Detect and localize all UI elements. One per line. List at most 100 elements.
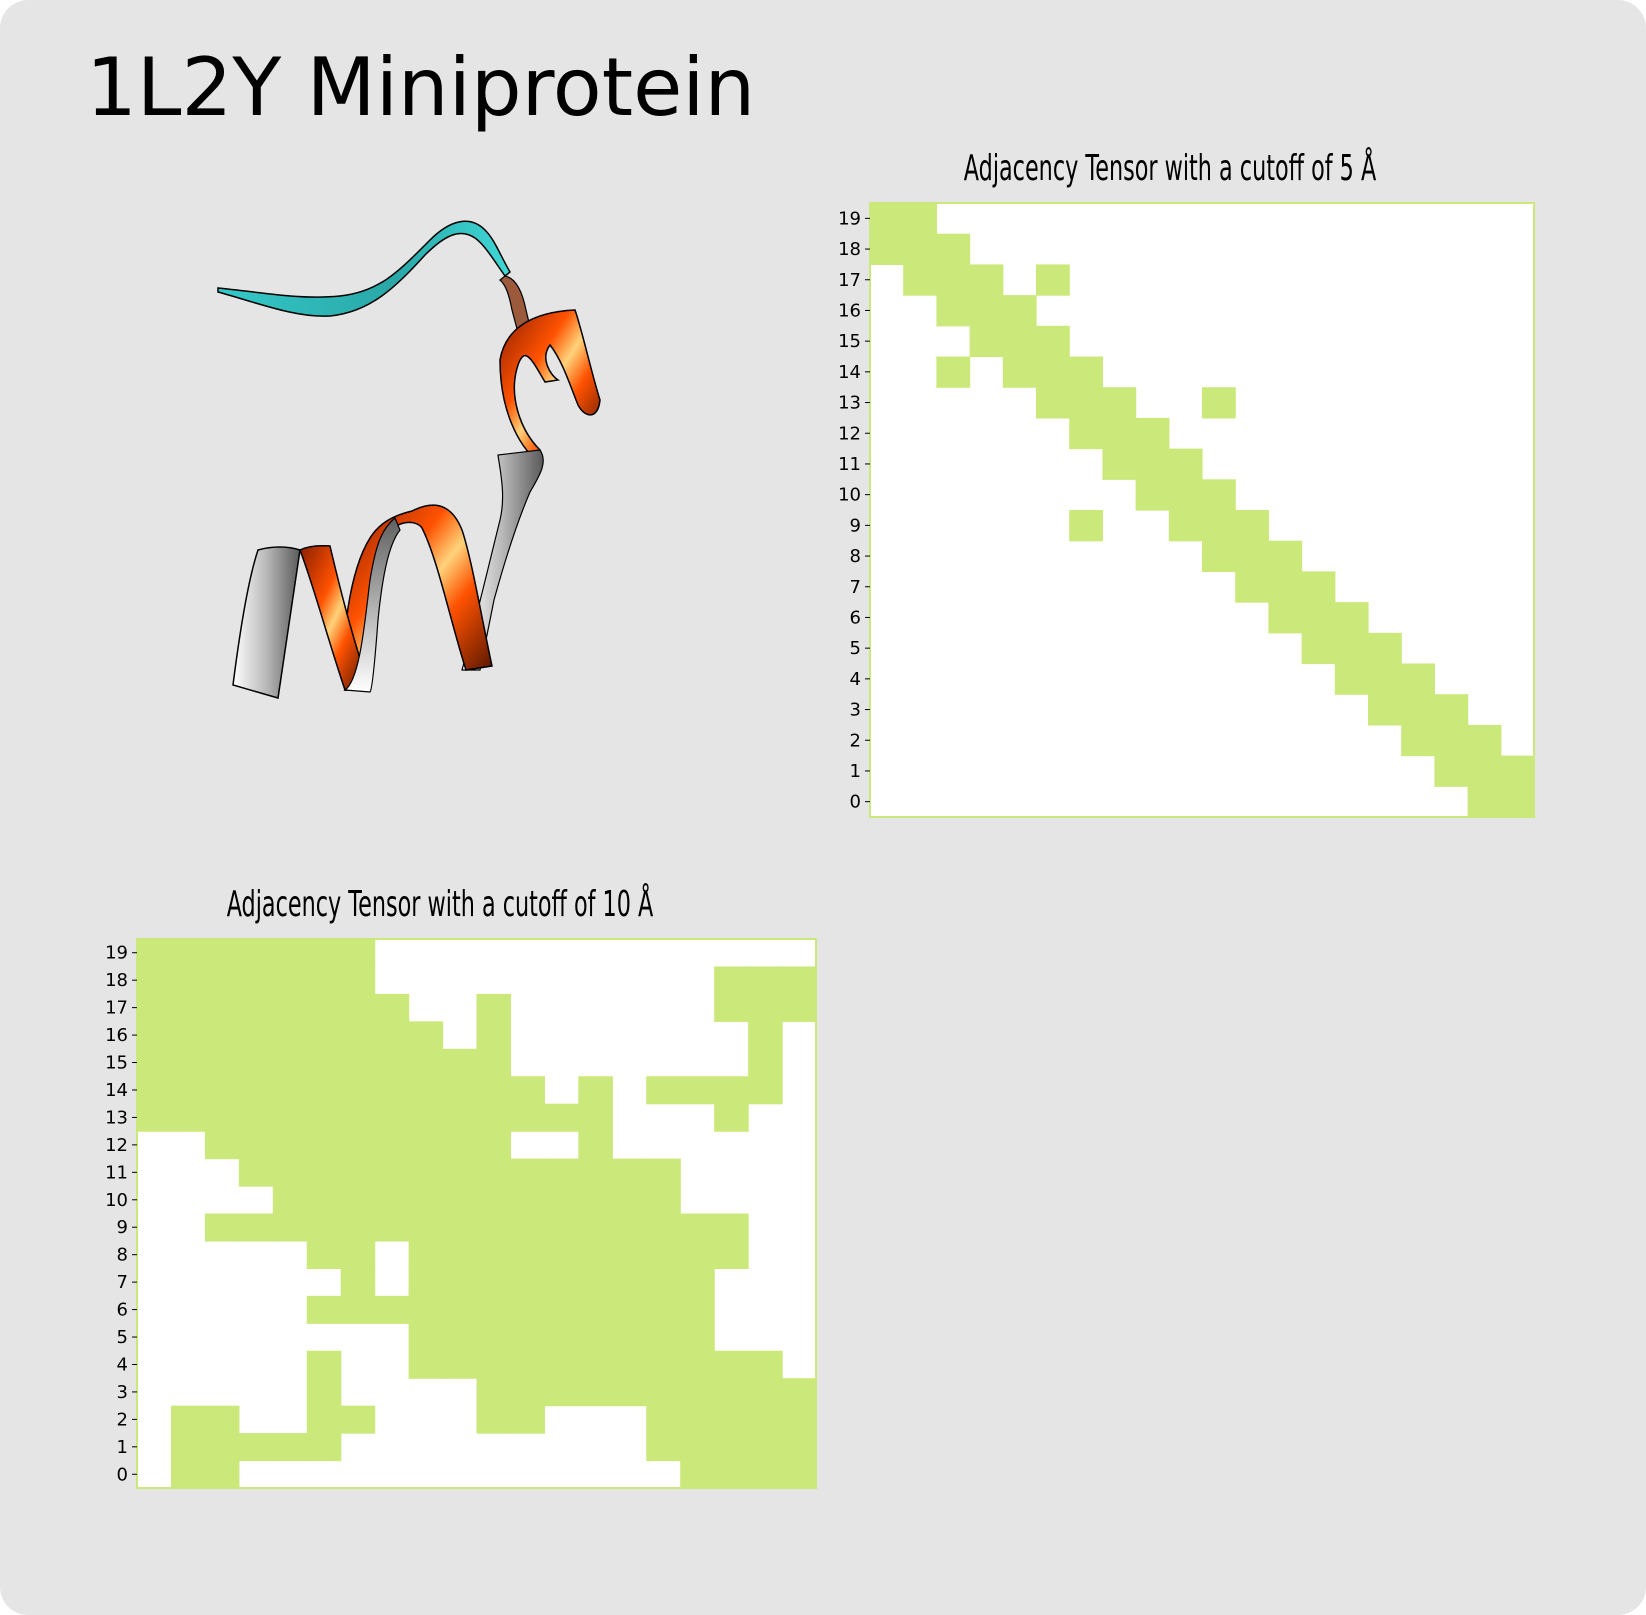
adjacency-cell-r0-c19	[782, 1460, 817, 1489]
y-tick-label-18: 18	[838, 239, 861, 260]
adjacency-cell-r4-c15	[1368, 663, 1402, 695]
adjacency-cell-r3-c10	[476, 1378, 512, 1407]
adjacency-cell-r2-c16	[680, 1405, 715, 1434]
y-tick-label-2: 2	[850, 730, 861, 751]
adjacency-cell-r14-c6	[1069, 356, 1103, 388]
adjacency-cell-r11-c6	[340, 1158, 376, 1187]
y-tick-label-2: 2	[117, 1409, 128, 1430]
adjacency-cell-r2-c5	[306, 1405, 342, 1434]
y-tick-label-13: 13	[838, 393, 861, 414]
adjacency-cell-r7-c9	[442, 1268, 478, 1297]
adjacency-cell-r14-c8	[408, 1076, 444, 1105]
adjacency-cell-r7-c12	[1268, 571, 1303, 603]
adjacency-cell-r14-c3	[238, 1076, 274, 1105]
y-tick-label-8: 8	[117, 1245, 128, 1266]
adjacency-cell-r6-c10	[476, 1295, 512, 1324]
adjacency-cell-r19-c1	[903, 203, 937, 235]
y-tick-label-17: 17	[838, 270, 861, 291]
adjacency-cell-r17-c10	[476, 993, 512, 1022]
adjacency-cell-r2-c6	[340, 1405, 376, 1434]
adjacency-cell-r14-c11	[510, 1076, 545, 1105]
adjacency-cell-r7-c12	[544, 1268, 579, 1297]
adjacency-cell-r12-c6	[340, 1131, 376, 1160]
adjacency-cell-r11-c7	[1102, 448, 1137, 480]
adjacency-cell-r19-c6	[340, 939, 376, 968]
adjacency-cell-r16-c10	[476, 1021, 512, 1050]
adjacency-cell-r15-c3	[969, 325, 1004, 358]
adjacency-cell-r4-c15	[646, 1350, 681, 1379]
y-tick-label-8: 8	[850, 546, 861, 567]
adjacency-cell-r2-c18	[748, 1405, 783, 1434]
y-tick-label-19: 19	[838, 208, 861, 229]
adjacency-cell-r4-c17	[714, 1350, 749, 1379]
adjacency-cell-r17-c4	[272, 993, 308, 1022]
adjacency-cell-r6-c14	[612, 1295, 647, 1324]
adjacency-cell-r7-c14	[612, 1268, 647, 1297]
adjacency-cell-r16-c8	[408, 1021, 444, 1050]
adjacency-cell-r7-c6	[340, 1268, 376, 1297]
adjacency-cell-r13-c5	[306, 1103, 342, 1132]
adjacency-cell-r7-c8	[408, 1268, 444, 1297]
y-tick-label-15: 15	[838, 331, 861, 352]
adjacency-cell-r12-c7	[374, 1131, 410, 1160]
adjacency-cell-r19-c3	[238, 939, 274, 968]
adjacency-cell-r14-c16	[680, 1076, 715, 1105]
adjacency-cell-r10-c12	[544, 1186, 579, 1215]
matrix-frame	[136, 938, 817, 1489]
adjacency-cell-r19-c0	[870, 203, 904, 235]
y-tick-label-12: 12	[838, 423, 861, 444]
adjacency-cell-r1-c15	[646, 1433, 681, 1462]
adjacency-cell-r10-c14	[612, 1186, 647, 1215]
adjacency-cell-r11-c7	[374, 1158, 410, 1187]
adjacency-cell-r17-c1	[170, 993, 206, 1022]
adjacency-cell-r7-c15	[646, 1268, 681, 1297]
adjacency-cell-r18-c2	[204, 966, 240, 995]
adjacency-cell-r5-c10	[476, 1323, 512, 1352]
adjacency-cell-r4-c14	[1334, 663, 1369, 695]
adjacency-cell-r3-c12	[544, 1378, 579, 1407]
adjacency-cell-r9-c7	[374, 1213, 410, 1242]
y-tick-label-5: 5	[117, 1327, 128, 1348]
adjacency-cell-r4-c9	[442, 1350, 478, 1379]
y-tick-label-6: 6	[117, 1300, 128, 1321]
adjacency-cell-r8-c8	[408, 1240, 444, 1269]
adjacency-cell-r17-c3	[238, 993, 274, 1022]
adjacency-cell-r3-c15	[1368, 694, 1402, 726]
adjacency-cell-r13-c11	[510, 1103, 545, 1132]
adjacency-cell-r13-c10	[476, 1103, 512, 1132]
adjacency-cell-r18-c0	[137, 966, 172, 995]
adjacency-cell-r5-c13	[578, 1323, 613, 1352]
adjacency-cell-r13-c7	[374, 1103, 410, 1132]
y-tick-label-11: 11	[838, 454, 861, 475]
adjacency-cell-r4-c10	[476, 1350, 512, 1379]
adjacency-cell-r8-c13	[578, 1240, 613, 1269]
adjacency-cell-r11-c8	[408, 1158, 444, 1187]
adjacency-cell-r13-c9	[442, 1103, 478, 1132]
adjacency-cell-r10-c13	[578, 1186, 613, 1215]
adjacency-cell-r9-c3	[238, 1213, 274, 1242]
adjacency-cell-r16-c6	[340, 1021, 376, 1050]
adjacency-cell-r8-c10	[476, 1240, 512, 1269]
adjacency-cell-r19-c4	[272, 939, 308, 968]
adjacency-cell-r14-c13	[578, 1076, 613, 1105]
adjacency-cell-r17-c7	[374, 993, 410, 1022]
adjacency-cell-r4-c14	[612, 1350, 647, 1379]
adjacency-cell-r13-c12	[544, 1103, 579, 1132]
adjacency-cell-r10-c9	[442, 1186, 478, 1215]
adjacency-cell-r11-c13	[578, 1158, 613, 1187]
adjacency-cell-r6-c6	[340, 1295, 376, 1324]
y-tick-label-7: 7	[117, 1272, 128, 1293]
adjacency-cell-r1-c17	[1434, 755, 1469, 787]
adjacency-cell-r0-c17	[714, 1460, 749, 1489]
adjacency-cell-r1-c16	[680, 1433, 715, 1462]
adjacency-cell-r1-c1	[170, 1433, 206, 1462]
adjacency-cell-r3-c11	[510, 1378, 545, 1407]
adjacency-cell-r15-c7	[374, 1048, 410, 1077]
adjacency-cell-r14-c17	[714, 1076, 749, 1105]
adjacency-cell-r10-c4	[272, 1186, 308, 1215]
adjacency-cell-r1-c19	[782, 1433, 817, 1462]
adjacency-cell-r1-c17	[714, 1433, 749, 1462]
adjacency-cell-r7-c13	[578, 1268, 613, 1297]
adjacency-cell-r15-c8	[408, 1048, 444, 1077]
adjacency-cell-r17-c6	[340, 993, 376, 1022]
